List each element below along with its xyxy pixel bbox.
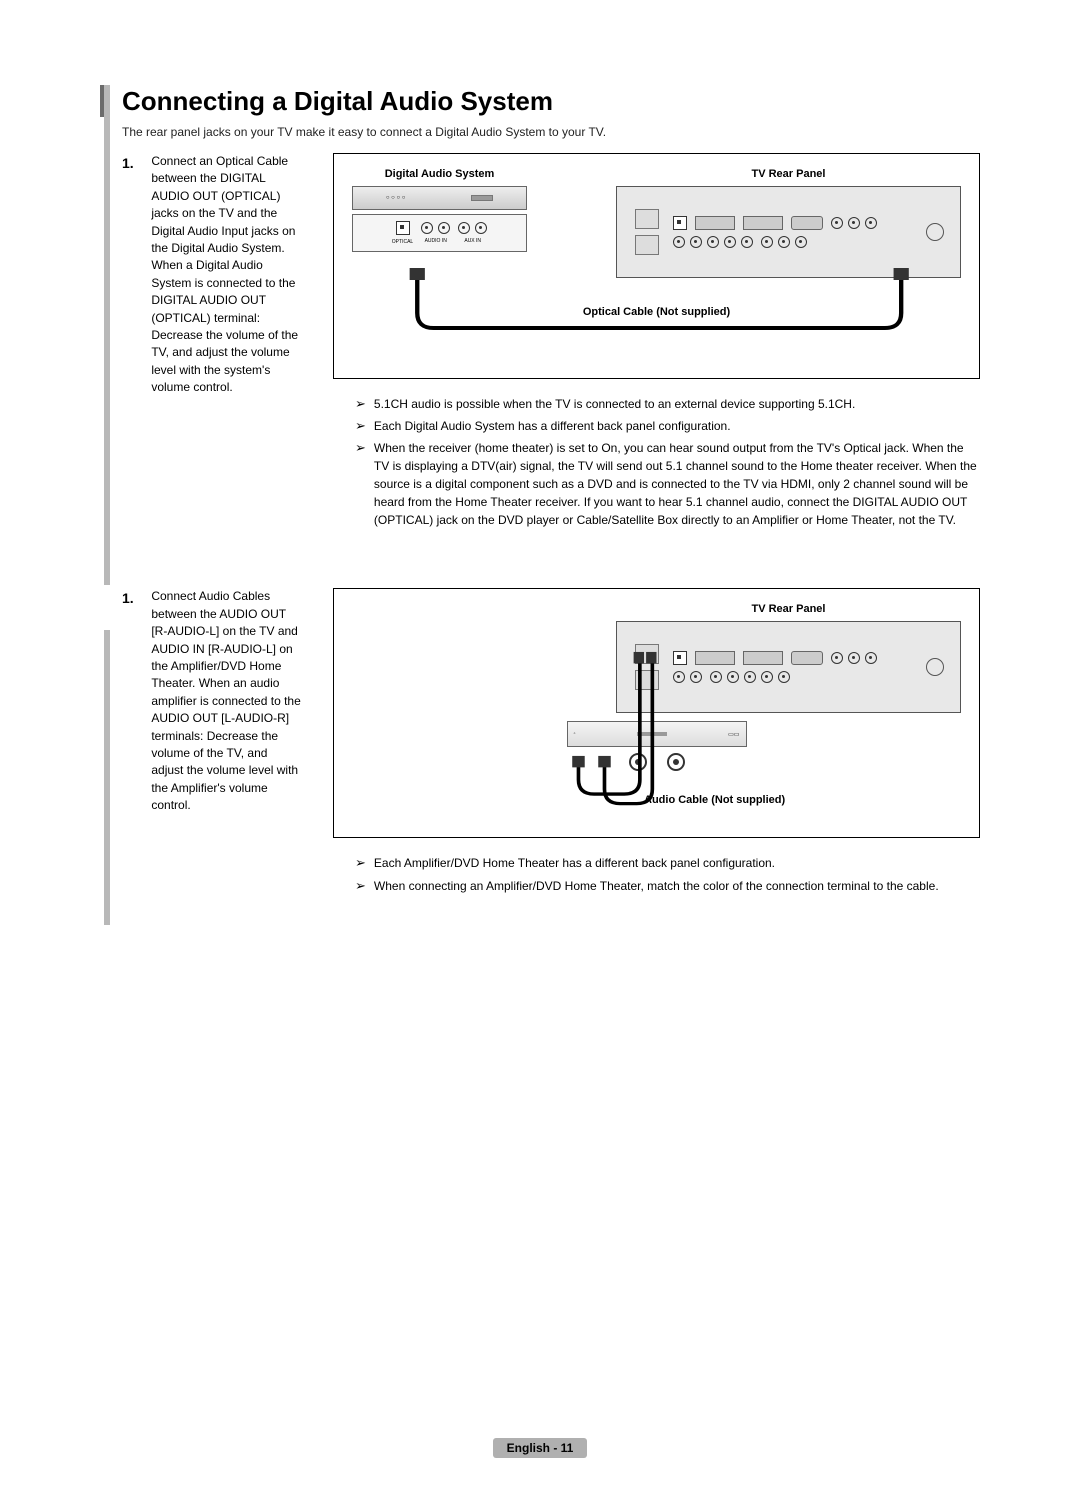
section1-title: Connecting a Digital Audio System [122, 86, 553, 117]
note-text: Each Amplifier/DVD Home Theater has a di… [374, 854, 775, 872]
page-footer: English - 11 [0, 1438, 1080, 1458]
optical-cable-diagram: Optical Cable (Not supplied) [352, 268, 961, 348]
power-port-icon [926, 223, 944, 241]
footer-text: English - 11 [493, 1438, 588, 1458]
section1-diagram: Digital Audio System ○ ○ ○ ○ OPTICAL [333, 153, 980, 379]
note-text: 5.1CH audio is possible when the TV is c… [374, 395, 855, 413]
tv-label-1: TV Rear Panel [616, 168, 961, 180]
amplifier-inputs [567, 753, 747, 771]
hdmi-port-icon [695, 216, 735, 230]
optical-out-port [673, 216, 687, 230]
note-text: Each Digital Audio System has a differen… [374, 417, 731, 435]
note-arrow-icon: ➢ [355, 877, 366, 895]
tv-slot-icon [635, 235, 659, 255]
das-front-icon: ○ ○ ○ ○ [352, 186, 527, 210]
aux-in-ports: AUX IN [458, 222, 487, 244]
rca-left-icon [629, 753, 647, 771]
edge-bar-2 [104, 630, 110, 925]
das-label: Digital Audio System [352, 168, 527, 180]
section2-right: TV Rear Panel [333, 588, 980, 898]
digital-audio-system-block: Digital Audio System ○ ○ ○ ○ OPTICAL [352, 168, 527, 252]
section1-title-wrap: Connecting a Digital Audio System [100, 85, 980, 117]
rca-right-icon [667, 753, 685, 771]
step-number: 1. [122, 588, 142, 608]
cable-label-1: Optical Cable (Not supplied) [352, 306, 961, 318]
tv-slot-icon [635, 209, 659, 229]
note-arrow-icon: ➢ [355, 417, 366, 435]
step-text: Connect Audio Cables between the AUDIO O… [151, 588, 301, 814]
section1-notes: ➢ 5.1CH audio is possible when the TV is … [355, 395, 980, 529]
tv-panel-box [616, 186, 961, 278]
cable-label-2: Audio Cable (Not supplied) [644, 794, 785, 806]
section1-intro: The rear panel jacks on your TV make it … [122, 125, 980, 139]
note-text: When connecting an Amplifier/DVD Home Th… [374, 877, 939, 895]
note-arrow-icon: ➢ [355, 395, 366, 413]
section1-right: Digital Audio System ○ ○ ○ ○ OPTICAL [333, 153, 980, 533]
note-text: When the receiver (home theater) is set … [374, 439, 980, 529]
edge-bar-1 [104, 85, 110, 585]
section2-diagram: TV Rear Panel [333, 588, 980, 838]
tv-slot-icon [635, 670, 659, 690]
hdmi-port-icon [743, 216, 783, 230]
page: Connecting a Digital Audio System The re… [0, 0, 1080, 939]
audio-in-ports: AUDIO IN [421, 222, 450, 244]
optical-in-port: OPTICAL [392, 221, 413, 245]
section2-notes: ➢ Each Amplifier/DVD Home Theater has a d… [355, 854, 980, 894]
tv-slot-icon [635, 644, 659, 664]
amplifier-front-icon: ◦▭▭ [567, 721, 747, 747]
tv-rear-panel-1: TV Rear Panel [616, 168, 961, 278]
amplifier-block: ◦▭▭ [567, 721, 747, 771]
note-arrow-icon: ➢ [355, 854, 366, 872]
tv-rear-panel-2: TV Rear Panel [616, 603, 961, 713]
section2: 1. Connect Audio Cables between the AUDI… [100, 588, 980, 898]
das-rear-panel: OPTICAL AUDIO IN AUX IN [352, 214, 527, 252]
section1-step: 1. Connect an Optical Cable between the … [122, 153, 307, 396]
vga-port-icon [791, 216, 823, 230]
section1-body: 1. Connect an Optical Cable between the … [122, 153, 980, 533]
step-number: 1. [122, 153, 142, 173]
section2-body: 1. Connect Audio Cables between the AUDI… [122, 588, 980, 898]
section2-step: 1. Connect Audio Cables between the AUDI… [122, 588, 307, 814]
step-text: Connect an Optical Cable between the DIG… [151, 153, 301, 396]
tv-label-2: TV Rear Panel [616, 603, 961, 615]
tv-panel-box-2 [616, 621, 961, 713]
note-arrow-icon: ➢ [355, 439, 366, 529]
